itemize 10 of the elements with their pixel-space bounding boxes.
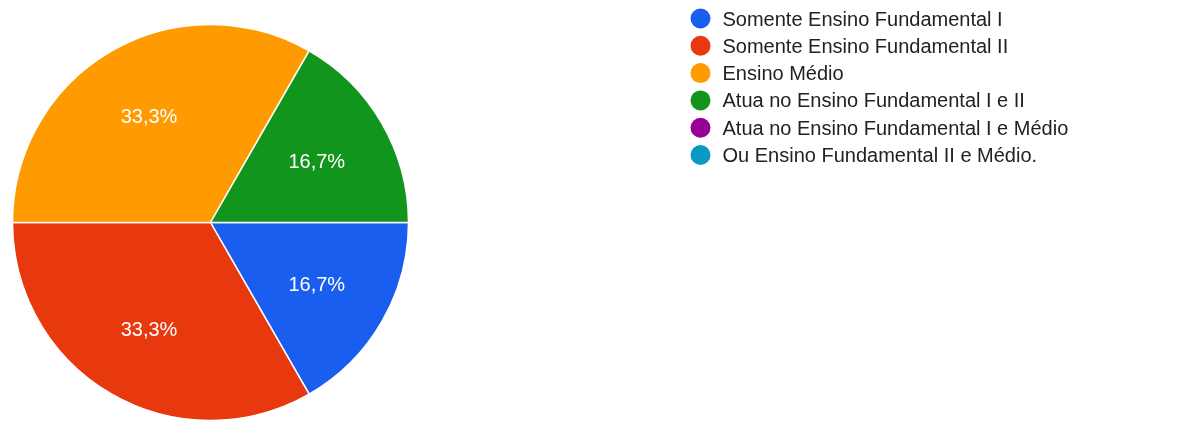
data-label: 33,3% bbox=[120, 317, 178, 340]
legend-label: Ou Ensino Fundamental II e Médio. bbox=[722, 144, 1038, 166]
data-label: 16,7% bbox=[288, 150, 346, 173]
legend-label: Somente Ensino Fundamental I bbox=[722, 7, 1003, 30]
legend-label: Atua no Ensino Fundamental I e II bbox=[722, 89, 1025, 112]
data-label: 16,7% bbox=[288, 272, 346, 295]
legend-label: Atua no Ensino Fundamental I e Médio bbox=[722, 116, 1069, 139]
legend-label: Somente Ensino Fundamental II bbox=[722, 34, 1009, 57]
legend-label: Ensino Médio bbox=[722, 62, 844, 85]
data-label: 33,3% bbox=[120, 105, 178, 128]
